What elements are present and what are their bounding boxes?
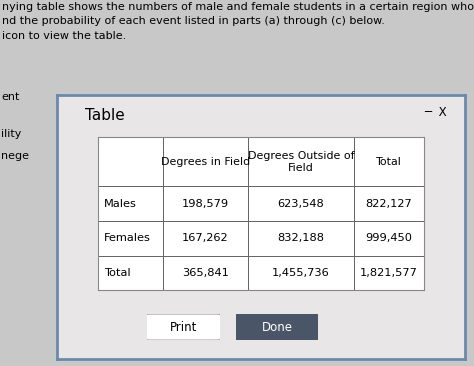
Text: 198,579: 198,579 bbox=[182, 198, 229, 209]
Bar bbox=[163, 137, 247, 186]
Bar bbox=[247, 255, 355, 290]
Bar bbox=[98, 221, 163, 255]
Text: nying table shows the numbers of male and female students in a certain region wh: nying table shows the numbers of male an… bbox=[2, 2, 474, 12]
Text: 999,450: 999,450 bbox=[365, 233, 412, 243]
Text: Print: Print bbox=[170, 321, 197, 333]
Bar bbox=[163, 186, 247, 221]
FancyBboxPatch shape bbox=[145, 314, 222, 340]
Text: Table: Table bbox=[85, 108, 125, 123]
Text: 623,548: 623,548 bbox=[278, 198, 324, 209]
Text: Total: Total bbox=[104, 268, 131, 278]
Text: Males: Males bbox=[104, 198, 137, 209]
Text: 167,262: 167,262 bbox=[182, 233, 229, 243]
Text: 1,821,577: 1,821,577 bbox=[360, 268, 418, 278]
Bar bbox=[163, 255, 247, 290]
Bar bbox=[355, 221, 424, 255]
Text: icon to view the table.: icon to view the table. bbox=[2, 31, 127, 41]
Bar bbox=[98, 255, 163, 290]
Bar bbox=[98, 137, 163, 186]
Text: Degrees Outside of
Field: Degrees Outside of Field bbox=[248, 151, 354, 173]
Text: Done: Done bbox=[262, 321, 292, 333]
Bar bbox=[247, 186, 355, 221]
Bar bbox=[247, 221, 355, 255]
Bar bbox=[163, 221, 247, 255]
Text: ─  X: ─ X bbox=[424, 106, 447, 119]
Text: Degrees in Field: Degrees in Field bbox=[161, 157, 250, 167]
Text: nege: nege bbox=[1, 150, 29, 161]
Bar bbox=[247, 137, 355, 186]
Text: 832,188: 832,188 bbox=[277, 233, 325, 243]
Text: Total: Total bbox=[376, 157, 402, 167]
Text: nd the probability of each event listed in parts (a) through (c) below.: nd the probability of each event listed … bbox=[2, 16, 385, 26]
Text: 822,127: 822,127 bbox=[366, 198, 412, 209]
Text: 1,455,736: 1,455,736 bbox=[272, 268, 330, 278]
Text: Females: Females bbox=[104, 233, 151, 243]
Text: 365,841: 365,841 bbox=[182, 268, 229, 278]
Text: ent: ent bbox=[1, 92, 19, 102]
Bar bbox=[355, 137, 424, 186]
Bar bbox=[98, 186, 163, 221]
Text: ility: ility bbox=[1, 128, 21, 139]
FancyBboxPatch shape bbox=[234, 314, 320, 340]
Bar bbox=[355, 255, 424, 290]
Bar bbox=[355, 186, 424, 221]
